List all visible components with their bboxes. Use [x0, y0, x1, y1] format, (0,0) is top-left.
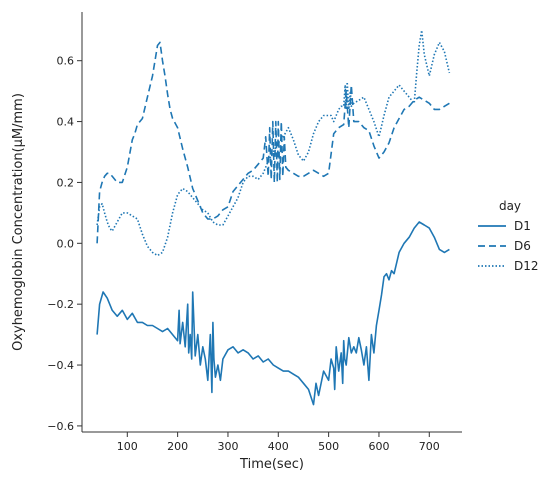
- y-tick-label: −0.6: [47, 420, 74, 433]
- axes: [81, 12, 462, 433]
- legend: day D1 D6 D12: [478, 199, 539, 273]
- x-tick-label: 500: [318, 440, 339, 453]
- series-line-d1: [96, 221, 450, 406]
- y-tick-label: 0.0: [57, 237, 75, 250]
- legend-label-d12: D12: [514, 259, 539, 273]
- legend-label-d1: D1: [514, 219, 531, 233]
- series-line-d12: [96, 29, 451, 257]
- series-layer: [96, 29, 451, 406]
- legend-entries: D1 D6 D12: [478, 219, 539, 273]
- x-tick-label: 200: [167, 440, 188, 453]
- y-tick-label: 0.2: [57, 176, 75, 189]
- series-line-d6: [96, 41, 450, 244]
- x-tick-label: 400: [268, 440, 289, 453]
- y-ticks: −0.6 −0.4 −0.2 0.0 0.2 0.4 0.6: [47, 55, 82, 433]
- x-tick-label: 600: [368, 440, 389, 453]
- x-tick-label: 300: [217, 440, 238, 453]
- y-tick-label: 0.6: [57, 55, 75, 68]
- y-tick-label: −0.4: [47, 359, 74, 372]
- y-tick-label: −0.2: [47, 298, 74, 311]
- legend-title: day: [499, 199, 521, 213]
- y-axis-title: Oxyhemoglobin Concentration(µM/mm): [11, 93, 26, 351]
- x-ticks: 100 200 300 400 500 600 700: [117, 432, 440, 453]
- x-axis-title: Time(sec): [239, 457, 304, 472]
- x-tick-label: 100: [117, 440, 138, 453]
- x-tick-label: 700: [419, 440, 440, 453]
- y-tick-label: 0.4: [57, 116, 75, 129]
- legend-label-d6: D6: [514, 239, 531, 253]
